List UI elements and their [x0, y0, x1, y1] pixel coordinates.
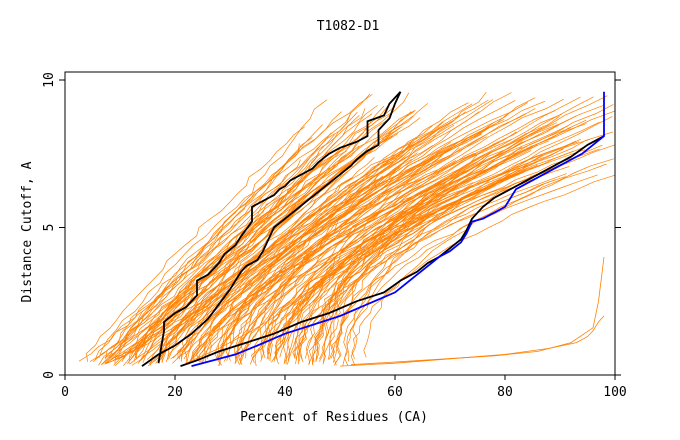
background-series-line	[234, 99, 494, 365]
background-series-line	[274, 140, 550, 360]
background-series-line	[235, 113, 508, 365]
background-series-line	[146, 92, 410, 360]
background-series-line	[105, 111, 342, 360]
background-series-line	[161, 143, 412, 360]
background-series-line	[161, 160, 456, 363]
x-tick-label: 80	[497, 385, 513, 400]
background-series-line	[140, 106, 388, 361]
background-series-line	[335, 131, 614, 364]
plot-area	[65, 72, 616, 375]
highlight-series-line	[141, 91, 402, 367]
background-series-line	[86, 126, 305, 362]
background-series-line	[240, 126, 490, 363]
background-series-line	[98, 112, 358, 366]
background-series-line	[201, 111, 466, 365]
background-series-line	[237, 102, 528, 358]
y-axis-label: Distance Cutoff, A	[20, 161, 35, 302]
background-series-line	[165, 125, 433, 363]
background-series-line	[115, 176, 333, 366]
x-tick-label: 40	[277, 385, 293, 400]
background-series-line	[332, 110, 616, 363]
x-tick-label: 60	[387, 385, 403, 400]
background-series-line	[239, 91, 487, 366]
highlight-series-line	[180, 135, 605, 367]
y-tick-label: 5	[42, 224, 57, 232]
background-series-line	[98, 94, 373, 359]
x-axis: 0 20 40 60 80 100	[61, 375, 627, 400]
background-series-line	[319, 104, 614, 360]
y-tick-label: 0	[42, 371, 57, 379]
background-series-line	[150, 109, 416, 366]
background-series-line	[294, 127, 543, 360]
chart-title: T1082-D1	[317, 19, 380, 34]
background-series-line	[104, 105, 385, 365]
background-series-line	[185, 268, 341, 364]
background-series-line	[184, 179, 450, 364]
x-tick-label: 20	[167, 385, 183, 400]
background-series-line	[260, 138, 513, 359]
background-series-line	[108, 153, 320, 359]
background-series-line	[218, 140, 460, 367]
background-series-line	[216, 133, 482, 361]
background-series-line	[328, 140, 596, 360]
background-series-line	[312, 141, 580, 365]
y-tick-label: 10	[42, 72, 57, 88]
background-series-line	[177, 123, 449, 360]
background-series-line	[235, 113, 526, 364]
background-series-line	[283, 108, 536, 364]
background-series-line	[201, 118, 505, 364]
highlight-series-group	[141, 91, 605, 367]
background-series-line	[286, 124, 560, 365]
background-series-line	[267, 166, 570, 358]
background-series-line	[300, 98, 564, 361]
background-series-line	[339, 315, 605, 367]
background-series-line	[216, 136, 487, 360]
background-series-line	[114, 113, 352, 364]
background-series-line	[262, 141, 523, 359]
background-series-group	[78, 91, 616, 367]
background-series-line	[285, 110, 556, 365]
background-series-line	[295, 115, 560, 364]
background-series-line	[266, 100, 516, 360]
background-series-line	[147, 93, 371, 367]
x-tick-label: 0	[61, 385, 69, 400]
background-series-line	[183, 124, 455, 359]
background-series-line	[104, 99, 328, 364]
background-series-line	[128, 106, 396, 364]
background-series-line	[350, 256, 605, 366]
background-series-line	[351, 174, 616, 359]
background-series-line	[226, 160, 484, 361]
plot-frame	[64, 71, 616, 376]
background-series-line	[110, 137, 313, 360]
background-series-line	[260, 100, 546, 362]
background-series-line	[189, 170, 466, 362]
background-series-line	[266, 113, 562, 360]
x-axis-label: Percent of Residues (CA)	[240, 410, 428, 425]
y-axis: 0 5 10	[42, 72, 621, 379]
x-tick-label: 100	[603, 385, 626, 400]
highlight-series-line	[191, 91, 605, 367]
background-series-line	[217, 141, 500, 361]
background-series-line	[363, 158, 614, 358]
background-series-line	[333, 95, 608, 366]
highlight-series-line	[157, 91, 402, 364]
background-series-line	[249, 97, 536, 365]
background-series-line	[155, 166, 400, 364]
